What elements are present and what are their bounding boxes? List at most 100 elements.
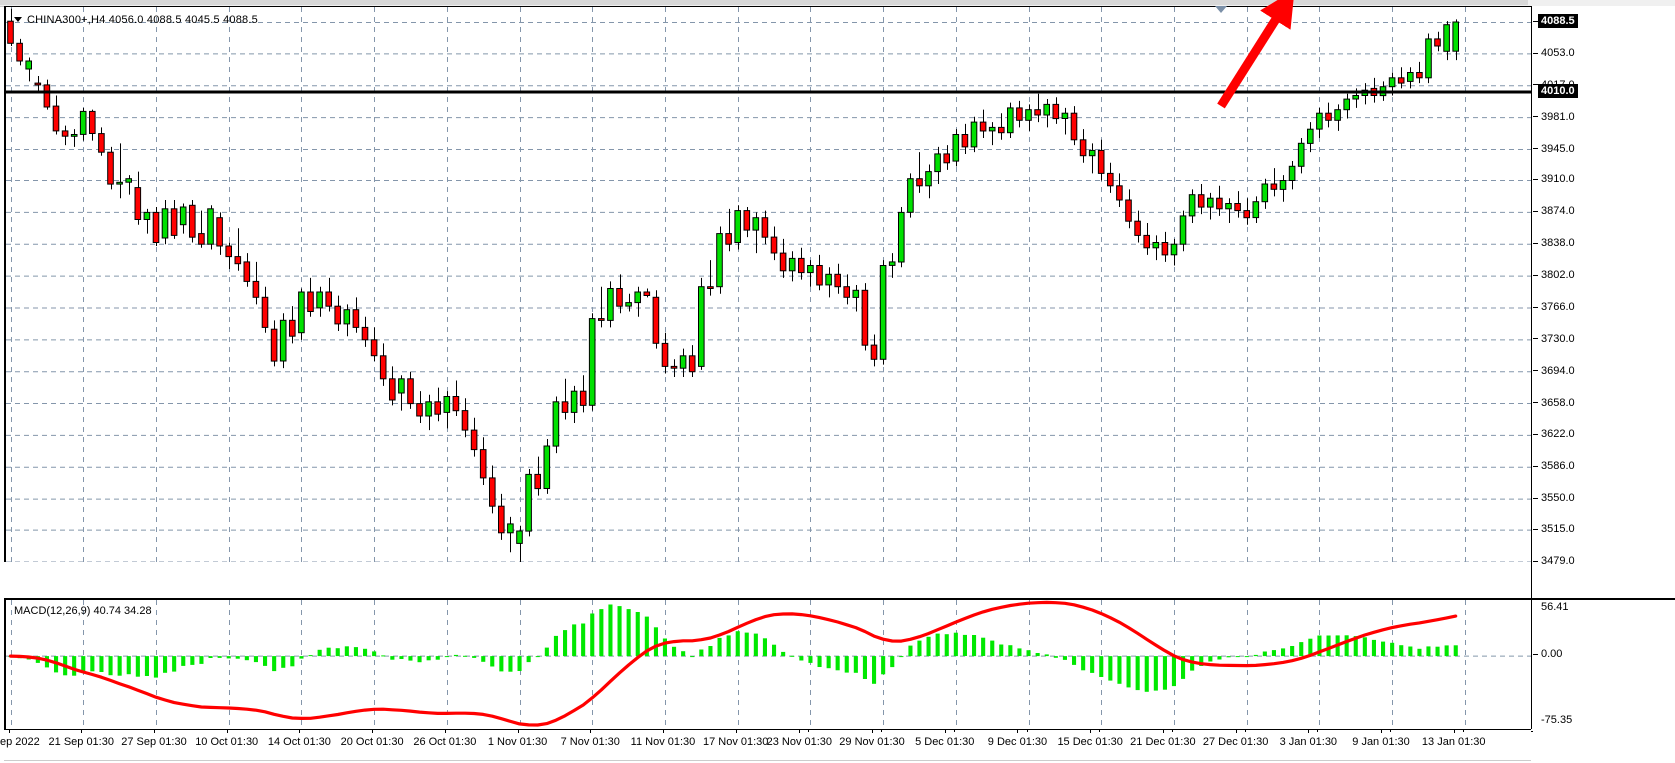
chevron-down-icon[interactable] bbox=[14, 16, 22, 22]
candle bbox=[452, 396, 460, 412]
candle bbox=[1043, 103, 1051, 116]
date-axis-minor-tick bbox=[227, 729, 228, 732]
candle bbox=[116, 181, 123, 185]
date-axis-tick-mark bbox=[799, 729, 800, 733]
date-axis-tick-mark bbox=[1017, 729, 1018, 733]
candle bbox=[552, 401, 560, 447]
candle bbox=[325, 291, 332, 307]
candle bbox=[52, 105, 60, 132]
candle bbox=[1143, 234, 1151, 249]
tick-mark bbox=[1533, 402, 1538, 404]
scrollbar-thumb[interactable] bbox=[0, 0, 1528, 5]
candle bbox=[570, 390, 578, 413]
candle bbox=[1425, 38, 1432, 79]
candle bbox=[189, 204, 196, 238]
candle bbox=[407, 378, 414, 405]
date-axis-tick-label: 29 Nov 01:30 bbox=[839, 736, 905, 748]
tick-mark bbox=[1533, 434, 1538, 435]
candle bbox=[252, 280, 260, 298]
candle bbox=[952, 134, 960, 162]
candle bbox=[498, 505, 505, 534]
candle bbox=[661, 342, 669, 367]
candle bbox=[1307, 128, 1314, 144]
candle bbox=[725, 233, 732, 245]
candle bbox=[70, 134, 78, 137]
candle bbox=[1443, 24, 1450, 52]
candle bbox=[598, 318, 605, 321]
candle bbox=[370, 339, 378, 357]
candle bbox=[61, 130, 69, 137]
tick-mark bbox=[1533, 52, 1538, 54]
candle bbox=[1252, 201, 1260, 219]
price-axis[interactable]: 4088.54053.04017.03981.03945.03910.03874… bbox=[1531, 6, 1675, 729]
candle bbox=[170, 208, 178, 236]
date-axis-minor-tick bbox=[808, 729, 809, 732]
date-axis[interactable]: 15 Sep 2022 21 Sep 01:30 27 Sep 01:30 10 Oc… bbox=[0, 729, 1531, 763]
pane-divider bbox=[1532, 598, 1675, 600]
candle bbox=[125, 178, 133, 183]
date-axis-tick-mark bbox=[1381, 729, 1382, 733]
candle bbox=[734, 210, 742, 244]
candle bbox=[761, 217, 769, 238]
date-axis-tick-label: 21 Sep 01:30 bbox=[48, 736, 114, 748]
macd-pane[interactable]: MACD(12,26,9) 40.74 34.28 bbox=[4, 598, 1533, 732]
price-axis-tick-label: 3694.0 bbox=[1541, 364, 1575, 377]
candle bbox=[25, 60, 32, 70]
candle bbox=[1343, 98, 1351, 111]
candle bbox=[298, 291, 305, 334]
price-axis-tick: 3945.0 bbox=[1532, 142, 1575, 156]
date-axis-minor-tick bbox=[1099, 729, 1100, 732]
date-axis-tick-label: 26 Oct 01:30 bbox=[413, 736, 477, 748]
price-axis-tick-label: 3550.0 bbox=[1541, 492, 1575, 505]
candle bbox=[307, 291, 314, 312]
date-axis-minor-tick bbox=[445, 729, 446, 732]
candle bbox=[389, 378, 396, 401]
price-pane[interactable]: CHINA300+,H4 4056.0 4088.5 4045.5 4088.5 bbox=[4, 6, 1533, 562]
candle bbox=[652, 296, 660, 344]
candle bbox=[1407, 72, 1414, 82]
date-axis-tick-label: 27 Dec 01:30 bbox=[1202, 736, 1269, 748]
candle bbox=[788, 257, 796, 272]
price-axis-tick: 3622.0 bbox=[1532, 427, 1575, 441]
tick-mark bbox=[1533, 179, 1538, 181]
price-axis-tick-label: 3838.0 bbox=[1541, 237, 1575, 250]
tick-mark bbox=[1533, 274, 1538, 276]
candle bbox=[543, 445, 551, 489]
candle bbox=[225, 245, 232, 258]
price-axis-tick: 3550.0 bbox=[1532, 491, 1575, 505]
candle bbox=[316, 291, 323, 309]
candle bbox=[1179, 215, 1187, 245]
date-axis-tick-label: 10 Oct 01:30 bbox=[195, 736, 259, 748]
price-axis-tick: 3766.0 bbox=[1532, 300, 1575, 314]
candle bbox=[688, 355, 696, 373]
tick-mark bbox=[1533, 653, 1538, 655]
candle bbox=[1243, 210, 1251, 219]
candle bbox=[1207, 197, 1214, 208]
price-axis-tick: 3910.0 bbox=[1532, 172, 1575, 186]
price-axis-tick: 3586.0 bbox=[1532, 459, 1575, 473]
macd-header: MACD(12,26,9) 40.74 34.28 bbox=[14, 605, 152, 617]
candle bbox=[1270, 183, 1278, 190]
candle bbox=[416, 403, 423, 417]
tick-mark bbox=[1533, 560, 1538, 562]
date-axis-tick-label: 5 Dec 01:30 bbox=[915, 736, 975, 748]
date-axis-tick-mark bbox=[1454, 729, 1455, 733]
candle bbox=[534, 473, 542, 490]
candle bbox=[1297, 142, 1305, 167]
candle bbox=[888, 261, 896, 266]
price-axis-tick-label: 3515.0 bbox=[1541, 523, 1575, 536]
candle bbox=[161, 208, 169, 239]
candle bbox=[16, 42, 23, 62]
candle bbox=[1188, 194, 1196, 217]
candle bbox=[216, 217, 223, 247]
candle bbox=[943, 153, 951, 164]
price-axis-tick-label: 3981.0 bbox=[1541, 110, 1575, 123]
date-axis-minor-tick bbox=[663, 729, 664, 732]
candle bbox=[1116, 185, 1123, 201]
candle bbox=[1097, 149, 1105, 174]
candle bbox=[770, 236, 778, 254]
date-axis-tick-label: 13 Jan 01:30 bbox=[1421, 736, 1486, 748]
macd-axis-tick-label: 0.00 bbox=[1541, 648, 1563, 661]
candle bbox=[143, 211, 151, 220]
candle bbox=[1070, 112, 1078, 141]
